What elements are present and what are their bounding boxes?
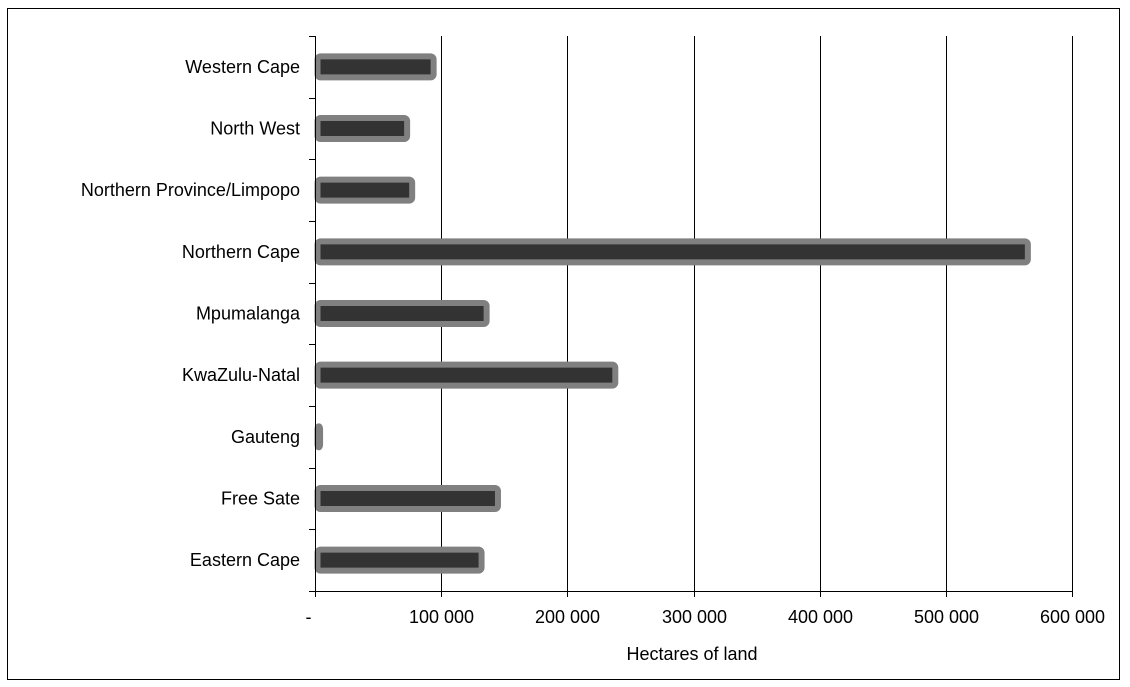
bar-northern-province-limpopo [314,176,416,204]
chart-frame [7,8,1120,680]
axes [309,36,1073,597]
x-tick-label: 200 000 [535,607,600,627]
y-category-label: Free Sate [221,489,300,509]
gridlines [441,36,1073,591]
bars [314,53,1031,574]
x-tick-label: 100 000 [409,607,474,627]
y-category-label: Eastern Cape [190,550,300,570]
bar-kwazulu-natal [314,361,619,389]
y-category-label: North West [210,119,300,139]
bar-north-west [314,115,411,142]
y-category-label: Gauteng [231,427,300,447]
x-axis-title: Hectares of land [626,644,757,664]
x-tick-label: 500 000 [914,607,979,627]
x-tick-label: - [306,607,312,627]
bar-gauteng [314,423,324,451]
bar-mpumalanga [314,300,490,327]
y-category-label: Western Cape [185,57,300,77]
y-category-label: Mpumalanga [196,304,301,324]
y-category-label: KwaZulu-Natal [182,365,300,385]
y-category-label: Northern Cape [182,242,300,262]
bar-free-sate [314,485,501,512]
bar-northern-cape [314,238,1031,266]
labels: - 100 000 200 000 300 000 400 000 500 000 600 … [81,57,1105,627]
x-tick-label: 400 000 [788,607,853,627]
bar-western-cape [314,53,437,81]
x-tick-label: 600 000 [1040,607,1105,627]
bar-eastern-cape [314,546,485,574]
x-tick-label: 300 000 [662,607,727,627]
y-category-label: Northern Province/Limpopo [81,180,300,200]
